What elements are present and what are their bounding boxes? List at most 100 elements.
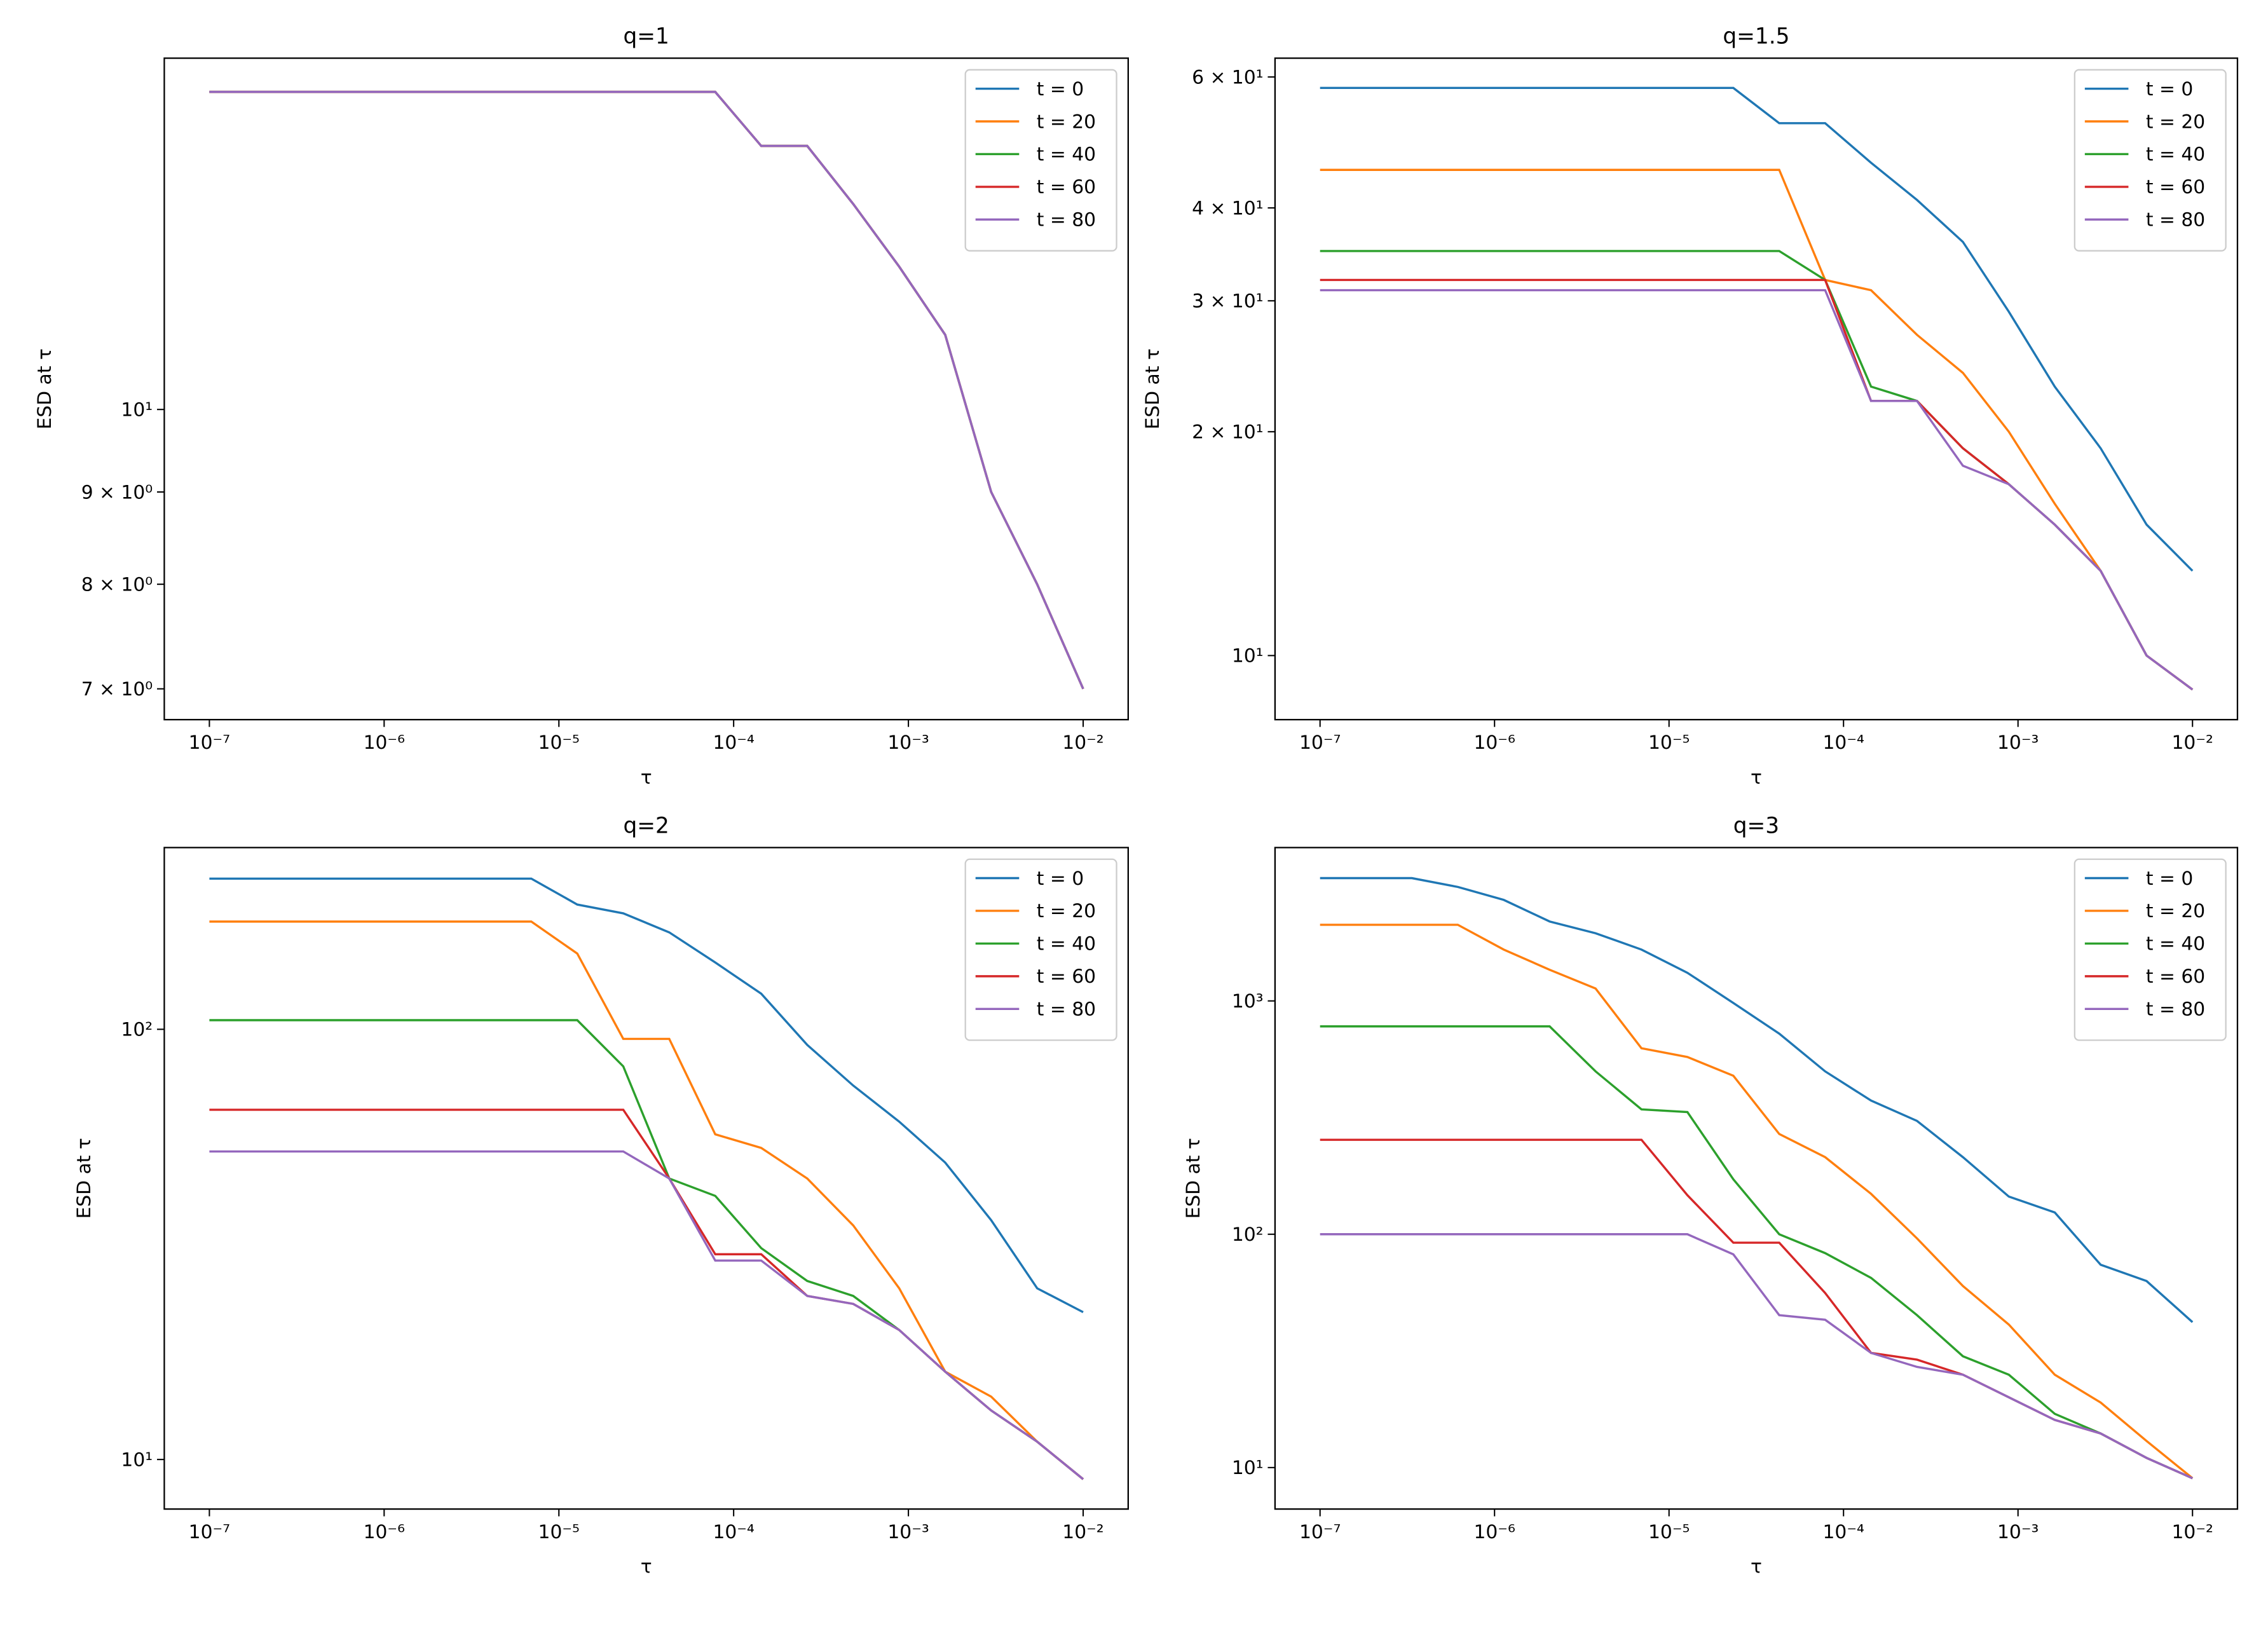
plot-frame xyxy=(163,847,1129,1510)
series-line xyxy=(209,1150,1084,1480)
legend-label: t = 60 xyxy=(2146,966,2205,988)
x-tick-label: 10⁻⁴ xyxy=(1823,1521,1864,1543)
legend-box xyxy=(2073,69,2227,252)
series-line xyxy=(209,920,1084,1480)
legend-label: t = 0 xyxy=(2146,78,2193,100)
subplot: q=3 τ ESD at τ 10⁻⁷ 10⁻⁶ 10⁻⁵ 10⁻⁴ 10⁻³ 10⁻² 10¹ 1… xyxy=(1182,814,2239,1578)
y-axis-label: ESD at τ xyxy=(1182,1138,1205,1218)
x-axis-label: τ xyxy=(641,1556,652,1578)
y-tick-label: 10¹ xyxy=(1232,1457,1264,1479)
y-tick-label: 2 × 10¹ xyxy=(1192,421,1263,444)
x-tick-label: 10⁻⁷ xyxy=(189,732,230,754)
y-tick-label: 6 × 10¹ xyxy=(1192,66,1263,88)
x-tick-label: 10⁻⁷ xyxy=(189,1521,230,1543)
plot-frame xyxy=(1274,57,2239,721)
series-line xyxy=(209,877,1084,1313)
x-axis-label: τ xyxy=(641,767,652,789)
series-line xyxy=(1320,250,2194,691)
legend-label: t = 40 xyxy=(2146,933,2205,955)
legend-label: t = 60 xyxy=(2146,176,2205,198)
legend-label: t = 40 xyxy=(2146,144,2205,166)
y-tick-label: 10¹ xyxy=(1232,645,1264,667)
subplot-title: q=3 xyxy=(1733,814,1779,839)
legend: t = 0 t = 20 t = 40 t = 60 t = 80 xyxy=(964,858,1117,1041)
x-tick-label: 10⁻⁵ xyxy=(538,732,580,754)
legend-label: t = 20 xyxy=(1037,111,1096,133)
x-tick-label: 10⁻⁷ xyxy=(1299,732,1341,754)
subplot: q=1 τ ESD at τ 10⁻⁷ 10⁻⁶ 10⁻⁵ 10⁻⁴ 10⁻³ 10⁻² 7 × … xyxy=(34,24,1129,789)
x-tick-label: 10⁻³ xyxy=(1997,1521,2039,1543)
y-tick-label: 4 × 10¹ xyxy=(1192,197,1263,219)
legend: t = 0 t = 20 t = 40 t = 60 t = 80 xyxy=(2073,69,2227,252)
legend: t = 0 t = 20 t = 40 t = 60 t = 80 xyxy=(964,69,1117,252)
x-tick-label: 10⁻⁶ xyxy=(1473,732,1515,754)
series-line xyxy=(209,1019,1084,1480)
series-line xyxy=(1320,1233,2193,1480)
x-tick-label: 10⁻³ xyxy=(1997,732,2039,754)
x-tick-label: 10⁻⁵ xyxy=(1648,1521,1690,1543)
x-tick-label: 10⁻⁵ xyxy=(1648,732,1690,754)
plot-frame xyxy=(163,57,1129,721)
subplot-title: q=2 xyxy=(623,814,669,839)
y-axis-label: ESD at τ xyxy=(34,348,56,429)
x-tick-label: 10⁻⁴ xyxy=(713,732,754,754)
x-tick-label: 10⁻² xyxy=(1062,1521,1103,1543)
legend-label: t = 40 xyxy=(1037,933,1096,955)
plot-frame xyxy=(1274,847,2239,1510)
subplot: q=2 τ ESD at τ 10⁻⁷ 10⁻⁶ 10⁻⁵ 10⁻⁴ 10⁻³ 10⁻² 10¹ 1… xyxy=(73,814,1129,1578)
x-tick-label: 10⁻⁴ xyxy=(713,1521,754,1543)
legend-label: t = 80 xyxy=(2146,209,2205,231)
legend-label: t = 40 xyxy=(1037,144,1096,166)
x-tick-label: 10⁻⁶ xyxy=(1473,1521,1515,1543)
y-tick-label: 10¹ xyxy=(121,1449,153,1471)
x-tick-label: 10⁻⁵ xyxy=(538,1521,580,1543)
series-line xyxy=(1320,1025,2193,1480)
x-tick-label: 10⁻⁶ xyxy=(364,1521,405,1543)
legend-label: t = 0 xyxy=(1037,78,1084,100)
series-line xyxy=(209,90,1084,690)
y-tick-label: 9 × 10⁰ xyxy=(81,481,153,503)
x-axis-label: τ xyxy=(1751,1556,1762,1578)
y-tick-label: 3 × 10¹ xyxy=(1192,290,1263,313)
series-line xyxy=(1320,289,2194,691)
y-tick-label: 7 × 10⁰ xyxy=(81,678,153,700)
y-tick-label: 8 × 10⁰ xyxy=(81,573,153,596)
legend-label: t = 80 xyxy=(1037,999,1096,1021)
series-line xyxy=(1320,86,2194,572)
legend-label: t = 60 xyxy=(1037,176,1096,198)
subplot: q=1.5 τ ESD at τ 10⁻⁷ 10⁻⁶ 10⁻⁵ 10⁻⁴ 10⁻³ 10⁻² 10… xyxy=(1142,24,2239,789)
x-tick-label: 10⁻³ xyxy=(887,732,929,754)
series-line xyxy=(209,90,1084,690)
x-tick-label: 10⁻⁴ xyxy=(1823,732,1864,754)
x-tick-label: 10⁻⁷ xyxy=(1299,1521,1341,1543)
y-axis-label: ESD at τ xyxy=(1142,348,1164,429)
subplot-title: q=1 xyxy=(623,24,669,50)
y-tick-label: 10³ xyxy=(1232,990,1264,1013)
series-line xyxy=(209,90,1084,690)
legend-label: t = 20 xyxy=(2146,111,2205,133)
series-line xyxy=(1320,877,2194,1323)
legend-box xyxy=(964,69,1117,252)
x-tick-label: 10⁻² xyxy=(1062,732,1103,754)
series-line xyxy=(1320,924,2194,1479)
series-line xyxy=(1320,1138,2193,1480)
y-axis-label: ESD at τ xyxy=(73,1138,95,1218)
subplot-title: q=1.5 xyxy=(1723,24,1789,50)
legend-label: t = 0 xyxy=(2146,868,2193,890)
series-line xyxy=(1320,278,2194,691)
legend-box xyxy=(2073,858,2227,1041)
x-axis-label: τ xyxy=(1751,767,1762,789)
x-tick-label: 10⁻² xyxy=(2172,1521,2213,1543)
x-tick-label: 10⁻⁶ xyxy=(364,732,405,754)
y-tick-label: 10² xyxy=(121,1019,153,1041)
legend-label: t = 0 xyxy=(1037,868,1084,890)
legend-label: t = 60 xyxy=(1037,966,1096,988)
y-tick-label: 10² xyxy=(1232,1224,1264,1246)
x-tick-label: 10⁻² xyxy=(2172,732,2213,754)
legend-label: t = 20 xyxy=(2146,900,2205,922)
x-tick-label: 10⁻³ xyxy=(887,1521,929,1543)
legend-label: t = 80 xyxy=(1037,209,1096,231)
series-line xyxy=(1320,168,2194,691)
